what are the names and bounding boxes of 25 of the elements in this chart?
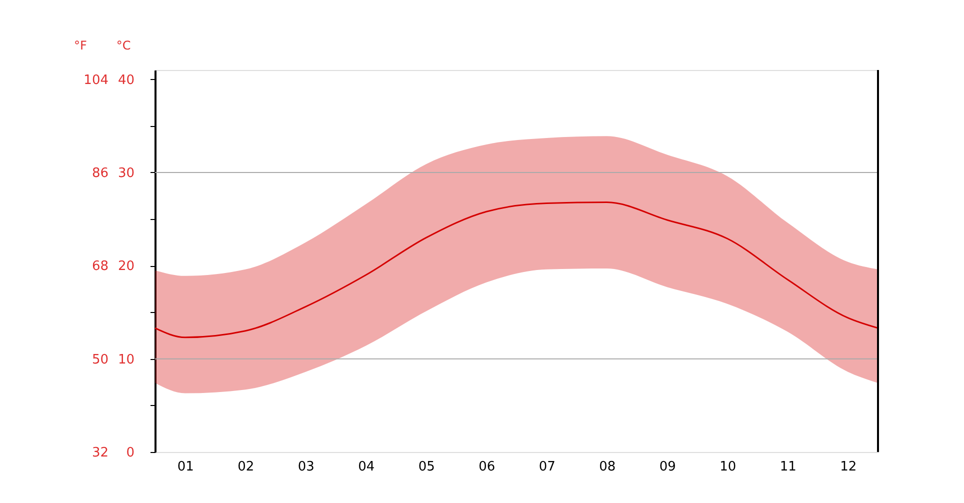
y2-tick-label: 86 xyxy=(92,166,108,181)
y-tick-label: 0 xyxy=(126,446,134,460)
y-axis-title: °C xyxy=(116,38,131,52)
y2-tick-label: 104 xyxy=(84,72,108,88)
x-tick-label: 07 xyxy=(538,460,556,474)
x-tick-label: 05 xyxy=(418,460,435,474)
y2-tick-label: 50 xyxy=(92,352,108,368)
x-tick-label: 01 xyxy=(177,460,194,474)
y-tick-label: 40 xyxy=(118,72,134,88)
y2-axis-title: °F xyxy=(74,38,88,52)
x-tick-label: 03 xyxy=(298,460,314,474)
x-tick-label: 02 xyxy=(238,460,254,474)
x-tick-label: 08 xyxy=(599,460,616,474)
y-tick-label: 10 xyxy=(118,352,134,368)
x-tick-label: 09 xyxy=(659,460,676,474)
y-tick-label: 30 xyxy=(118,166,134,181)
x-tick-label: 10 xyxy=(720,460,736,474)
x-tick-label: 11 xyxy=(780,460,796,474)
x-tick-label: 04 xyxy=(358,460,375,474)
line-series xyxy=(154,202,879,338)
x-tick-label: 06 xyxy=(478,460,496,474)
y2-tick-label: 32 xyxy=(92,446,108,460)
y2-tick-label: 68 xyxy=(92,259,108,274)
y-tick-label: 20 xyxy=(118,259,134,274)
x-tick-label: 12 xyxy=(840,460,857,474)
